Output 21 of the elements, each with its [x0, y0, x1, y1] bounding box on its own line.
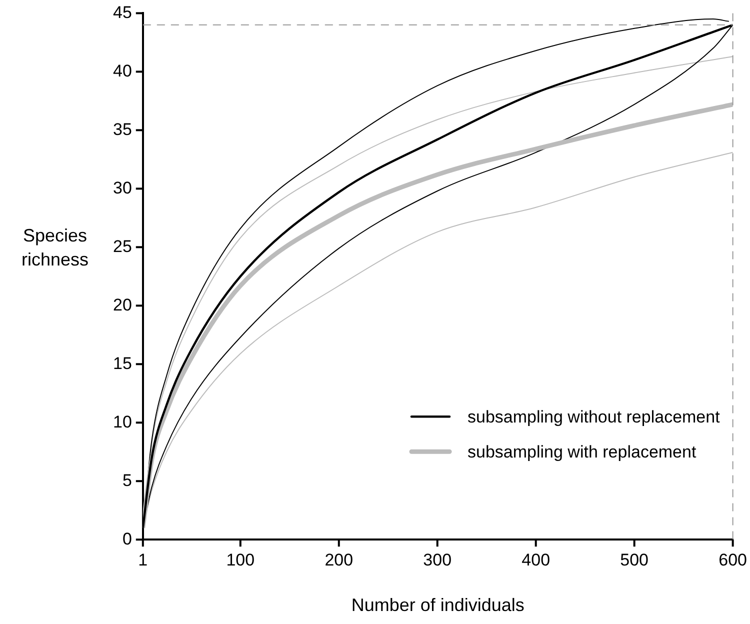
y-tick-label: 25: [112, 236, 132, 256]
y-tick-label: 0: [122, 529, 132, 548]
x-tick-label: 1: [138, 550, 148, 570]
legend-label: subsampling without replacement: [468, 407, 720, 426]
x-axis-title: Number of individuals: [351, 594, 524, 615]
y-tick-label: 15: [112, 354, 132, 373]
y-tick-label: 20: [112, 295, 132, 314]
y-tick-label: 35: [112, 120, 132, 139]
y-tick-label: 5: [122, 470, 132, 490]
y-tick-label: 30: [112, 178, 132, 198]
y-axis-title: Species richness: [21, 225, 89, 270]
x-tick-label: 400: [522, 550, 550, 570]
x-tick-label: 300: [423, 550, 452, 570]
y-tick-label: 45: [112, 2, 132, 22]
x-tick-label: 500: [620, 550, 649, 570]
y-tick-label: 10: [112, 412, 132, 432]
x-tick-label: 200: [324, 550, 354, 570]
legend-label: subsampling with replacement: [468, 442, 696, 462]
x-tick-label: 600: [718, 550, 748, 570]
x-tick-label: 100: [226, 550, 255, 570]
y-tick-label: 40: [112, 61, 132, 80]
